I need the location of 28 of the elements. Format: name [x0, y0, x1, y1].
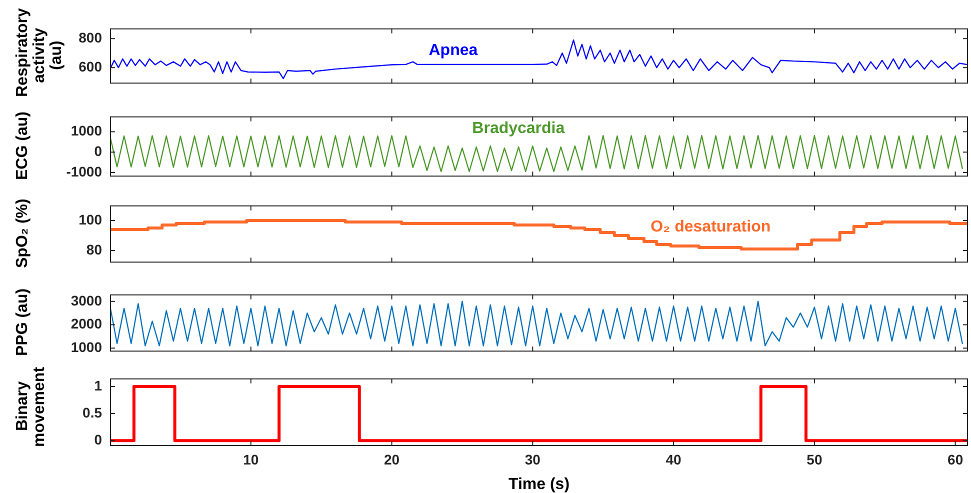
x-tick-label: 60: [948, 451, 964, 468]
y-axis-title: Respiratory activity (au): [14, 8, 65, 97]
y-tick-label: 2000: [70, 316, 102, 332]
y-tick-label: 0: [94, 142, 102, 159]
y-tick-label: 600: [78, 58, 102, 74]
y-tick-label: 1000: [70, 338, 102, 355]
y-tick-label: 1: [94, 377, 102, 394]
x-tick-label: 50: [806, 451, 822, 468]
y-tick-label: 800: [78, 29, 102, 46]
y-tick-label: 0: [94, 431, 102, 448]
annotation: Apnea: [428, 42, 478, 59]
y-axis-title: PPG (au): [14, 288, 31, 358]
x-axis-title: Time (s): [508, 476, 570, 493]
y-tick-label: 100: [78, 211, 102, 228]
x-tick-label: 20: [384, 451, 400, 468]
x-tick-label: 40: [666, 451, 682, 468]
x-tick-label: 30: [524, 451, 541, 468]
y-axis-title: SpO₂ (%): [14, 198, 31, 270]
y-tick-label: 1000: [70, 122, 102, 139]
y-tick-label: 0.5: [82, 404, 102, 420]
y-axis-title: ECG (au): [14, 110, 31, 182]
x-tick-label: 10: [243, 451, 259, 468]
annotation: Bradycardia: [472, 120, 565, 137]
y-tick-label: 3000: [70, 292, 102, 308]
y-axis-title: Binary movement: [14, 365, 48, 449]
annotation: O₂ desaturation: [650, 218, 771, 236]
y-tick-label: -1000: [66, 163, 102, 180]
y-tick-label: 80: [86, 241, 102, 258]
